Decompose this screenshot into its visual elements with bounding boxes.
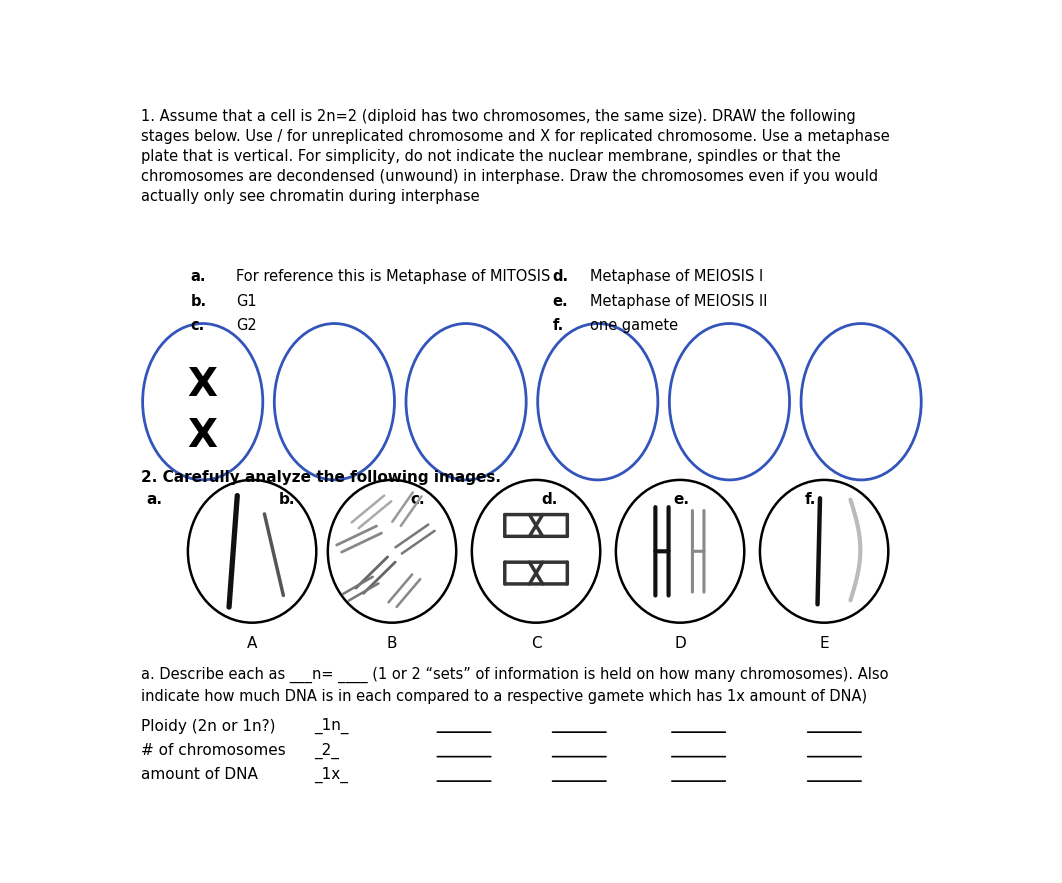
Text: e.: e. <box>552 294 568 309</box>
Text: E: E <box>819 637 829 652</box>
Text: one gamete: one gamete <box>589 318 678 333</box>
Text: Metaphase of MEIOSIS II: Metaphase of MEIOSIS II <box>589 294 767 309</box>
Text: _1n_: _1n_ <box>314 718 348 734</box>
Text: f.: f. <box>552 318 564 333</box>
Text: b.: b. <box>278 492 295 507</box>
Text: a.: a. <box>147 492 162 507</box>
Text: c.: c. <box>190 318 205 333</box>
Text: e.: e. <box>673 492 689 507</box>
Text: C: C <box>531 637 542 652</box>
Text: f.: f. <box>805 492 817 507</box>
Text: _2_: _2_ <box>314 743 339 758</box>
Text: X: X <box>188 366 218 404</box>
Text: d.: d. <box>542 492 559 507</box>
Text: Metaphase of MEIOSIS I: Metaphase of MEIOSIS I <box>589 269 763 284</box>
Text: a.: a. <box>190 269 206 284</box>
Text: 1. Assume that a cell is 2n=2 (diploid has two chromosomes, the same size). DRAW: 1. Assume that a cell is 2n=2 (diploid h… <box>141 109 890 204</box>
Text: b.: b. <box>190 294 206 309</box>
Text: a. Describe each as ___n= ____ (1 or 2 “sets” of information is held on how many: a. Describe each as ___n= ____ (1 or 2 “… <box>141 667 889 704</box>
Text: _1x_: _1x_ <box>314 767 347 783</box>
Text: A: A <box>246 637 257 652</box>
Text: # of chromosomes: # of chromosomes <box>141 743 286 758</box>
Text: 2. Carefully analyze the following images.: 2. Carefully analyze the following image… <box>141 470 501 485</box>
Text: d.: d. <box>552 269 568 284</box>
Text: amount of DNA: amount of DNA <box>141 767 258 782</box>
Text: Ploidy (2n or 1n?): Ploidy (2n or 1n?) <box>141 719 275 734</box>
Text: D: D <box>674 637 686 652</box>
Text: B: B <box>387 637 397 652</box>
Text: X: X <box>188 417 218 455</box>
Text: G2: G2 <box>236 318 256 333</box>
Text: G1: G1 <box>236 294 256 309</box>
Text: c.: c. <box>410 492 425 507</box>
Text: For reference this is Metaphase of MITOSIS: For reference this is Metaphase of MITOS… <box>236 269 550 284</box>
